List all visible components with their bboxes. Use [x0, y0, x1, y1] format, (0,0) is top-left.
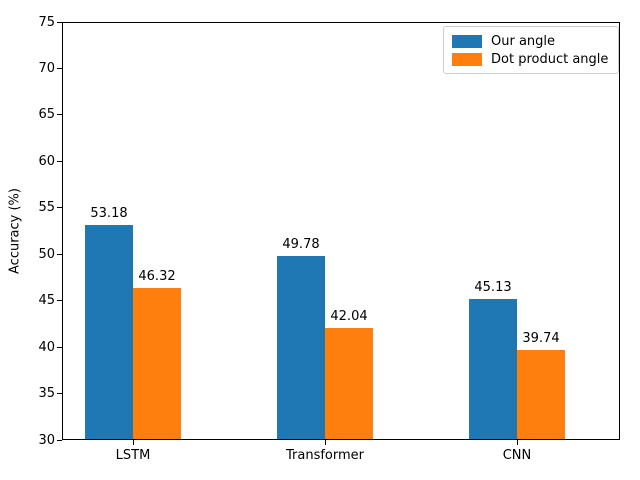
bar-value-label: 53.18: [90, 205, 128, 221]
y-tick-mark: [57, 21, 62, 23]
y-tick-label: 45: [38, 293, 55, 309]
legend-swatch: [452, 52, 482, 66]
bar-lstm-series1: [133, 288, 181, 440]
bar-value-label: 42.04: [330, 309, 368, 325]
bar-cnn-series1: [517, 349, 565, 440]
bar-value-label: 39.74: [522, 330, 560, 346]
y-tick-label: 50: [38, 246, 55, 262]
x-tick-mark: [516, 440, 518, 445]
y-tick-mark: [57, 393, 62, 395]
y-tick-mark: [57, 207, 62, 209]
y-tick-mark: [57, 300, 62, 302]
y-tick-label: 70: [38, 60, 55, 76]
bar-lstm-series0: [85, 224, 133, 440]
y-tick-mark: [57, 67, 62, 69]
y-tick-label: 35: [38, 386, 55, 402]
bar-transformer-series1: [325, 328, 373, 440]
y-tick-label: 75: [38, 14, 55, 30]
y-tick-label: 30: [38, 432, 55, 448]
legend-swatch: [452, 34, 482, 48]
y-tick-mark: [57, 253, 62, 255]
y-tick-label: 60: [38, 153, 55, 169]
legend: Our angle Dot product angle: [443, 26, 619, 74]
legend-label: Dot product angle: [491, 51, 609, 67]
y-tick-label: 65: [38, 107, 55, 123]
y-tick-label: 55: [38, 200, 55, 216]
legend-row: Dot product angle: [452, 50, 610, 68]
bar-value-label: 45.13: [474, 280, 512, 296]
bar-value-label: 46.32: [138, 269, 176, 285]
x-tick-mark: [324, 440, 326, 445]
bar-transformer-series0: [277, 256, 325, 440]
bar-value-label: 49.78: [282, 237, 320, 253]
y-tick-mark: [57, 160, 62, 162]
y-tick-mark: [57, 439, 62, 441]
x-tick-label: CNN: [502, 448, 532, 463]
y-tick-mark: [57, 114, 62, 116]
legend-row: Our angle: [452, 32, 610, 50]
y-tick-label: 40: [38, 339, 55, 355]
y-tick-mark: [57, 346, 62, 348]
bar-cnn-series0: [469, 299, 517, 440]
x-tick-mark: [132, 440, 134, 445]
legend-label: Our angle: [491, 33, 556, 49]
x-tick-label: Transformer: [285, 448, 364, 463]
x-tick-label: LSTM: [115, 448, 151, 463]
